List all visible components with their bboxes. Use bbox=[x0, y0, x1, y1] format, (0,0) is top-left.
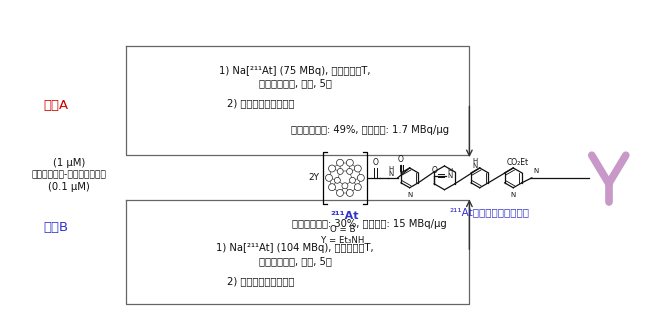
Circle shape bbox=[342, 183, 348, 189]
Circle shape bbox=[358, 174, 365, 181]
Text: 1) Na[²¹¹At] (75 MBq), クロラミンT,: 1) Na[²¹¹At] (75 MBq), クロラミンT, bbox=[220, 66, 371, 76]
Text: 放射化学収率: 49%, 比放射能: 1.7 MBq/μg: 放射化学収率: 49%, 比放射能: 1.7 MBq/μg bbox=[291, 125, 449, 135]
Text: O: O bbox=[373, 158, 379, 167]
Text: N: N bbox=[388, 171, 393, 177]
Text: リン酸緩衝液, 室温, 5分: リン酸緩衝液, 室温, 5分 bbox=[259, 256, 332, 266]
Circle shape bbox=[337, 189, 343, 196]
Text: N: N bbox=[533, 168, 538, 174]
Text: H: H bbox=[473, 158, 478, 164]
Circle shape bbox=[337, 168, 343, 174]
Circle shape bbox=[346, 189, 354, 196]
Text: ²¹¹At: ²¹¹At bbox=[331, 211, 359, 220]
Text: 放射化学収率: 30%, 比放射能: 15 MBq/μg: 放射化学収率: 30%, 比放射能: 15 MBq/μg bbox=[292, 220, 447, 229]
Text: H: H bbox=[388, 166, 393, 172]
Text: リン酸緩衝液, 室温, 5分: リン酸緩衝液, 室温, 5分 bbox=[259, 79, 332, 89]
Circle shape bbox=[328, 184, 335, 191]
Text: (0.1 μM): (0.1 μM) bbox=[48, 182, 90, 192]
Text: CO₂Et: CO₂Et bbox=[506, 158, 528, 167]
Text: 2) 二亜硫酸ナトリウム: 2) 二亜硫酸ナトリウム bbox=[227, 276, 294, 286]
Text: 2Y: 2Y bbox=[308, 173, 319, 182]
Text: O: O bbox=[398, 155, 404, 164]
Text: 2) 二亜硫酸ナトリウム: 2) 二亜硫酸ナトリウム bbox=[227, 99, 294, 108]
Circle shape bbox=[350, 177, 356, 183]
Text: 条件B: 条件B bbox=[44, 221, 69, 234]
Circle shape bbox=[334, 177, 341, 183]
Text: N: N bbox=[407, 192, 412, 198]
Circle shape bbox=[354, 165, 361, 172]
Circle shape bbox=[328, 165, 335, 172]
Text: O = B: O = B bbox=[330, 225, 356, 234]
Text: O: O bbox=[431, 166, 437, 175]
Text: Y = Et₃NH: Y = Et₃NH bbox=[321, 236, 365, 245]
Text: N: N bbox=[511, 192, 516, 198]
Text: N: N bbox=[447, 173, 452, 179]
Circle shape bbox=[346, 159, 354, 166]
Text: H: H bbox=[447, 168, 452, 174]
Text: (1 μM): (1 μM) bbox=[53, 158, 85, 168]
Text: デカボレート-トラスツズマブ: デカボレート-トラスツズマブ bbox=[32, 170, 107, 180]
Text: 1) Na[²¹¹At] (104 MBq), クロラミンT,: 1) Na[²¹¹At] (104 MBq), クロラミンT, bbox=[216, 243, 374, 253]
Text: N: N bbox=[473, 163, 478, 169]
Text: ²¹¹At標識トラスツズマブ: ²¹¹At標識トラスツズマブ bbox=[449, 208, 529, 218]
Circle shape bbox=[346, 168, 352, 174]
Text: 条件A: 条件A bbox=[44, 99, 69, 112]
Circle shape bbox=[326, 174, 332, 181]
Circle shape bbox=[337, 159, 343, 166]
Circle shape bbox=[354, 184, 361, 191]
